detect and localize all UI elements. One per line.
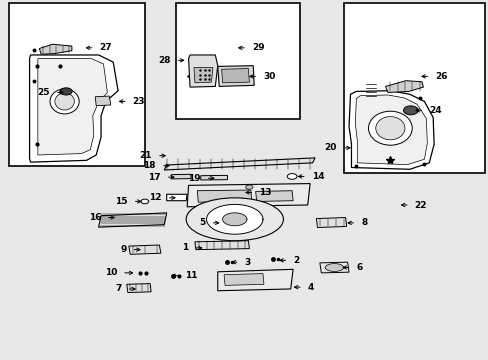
Polygon shape [38,59,107,155]
Polygon shape [217,66,254,86]
Ellipse shape [403,106,417,115]
Text: 1: 1 [182,243,188,252]
Text: 22: 22 [414,201,427,210]
Text: 11: 11 [185,271,197,280]
Polygon shape [126,284,151,293]
Polygon shape [224,274,264,285]
Text: 16: 16 [88,213,101,222]
Polygon shape [187,184,309,207]
Polygon shape [30,55,118,162]
Text: 24: 24 [428,106,441,115]
Text: 17: 17 [148,173,161,182]
Polygon shape [206,204,263,234]
Polygon shape [348,91,433,169]
Ellipse shape [375,117,404,140]
Text: 20: 20 [324,143,336,152]
Text: 25: 25 [38,88,50,97]
Text: 10: 10 [104,268,117,277]
Text: 5: 5 [199,219,205,228]
Ellipse shape [186,198,283,241]
Text: 6: 6 [356,263,362,272]
Text: 7: 7 [115,284,122,293]
Text: 28: 28 [158,56,170,65]
Text: 30: 30 [263,72,275,81]
Text: 18: 18 [143,161,156,170]
Ellipse shape [55,93,74,110]
Ellipse shape [325,264,343,271]
Ellipse shape [141,199,148,204]
Ellipse shape [50,89,79,114]
Ellipse shape [368,111,411,145]
Polygon shape [197,190,251,202]
Bar [344,3,484,173]
Polygon shape [188,55,217,87]
Text: 4: 4 [307,283,313,292]
Polygon shape [355,95,427,165]
Polygon shape [95,96,111,106]
Polygon shape [222,213,246,226]
Text: 26: 26 [434,72,447,81]
Ellipse shape [287,174,296,179]
Polygon shape [99,213,166,227]
Polygon shape [164,158,314,170]
Text: 29: 29 [251,43,264,52]
Text: 21: 21 [140,151,152,160]
Polygon shape [195,241,249,249]
Polygon shape [166,194,187,201]
Polygon shape [217,269,292,291]
Polygon shape [194,67,212,83]
Text: 13: 13 [259,188,271,197]
Text: 12: 12 [149,193,162,202]
Ellipse shape [245,185,252,189]
Text: 8: 8 [361,219,366,228]
Text: 14: 14 [311,172,324,181]
Text: 2: 2 [292,256,299,265]
Text: 23: 23 [132,97,145,106]
Ellipse shape [60,88,72,95]
Polygon shape [171,174,191,179]
Polygon shape [39,44,72,54]
Polygon shape [255,191,292,202]
Polygon shape [385,81,423,93]
Text: 3: 3 [244,258,250,267]
Polygon shape [221,68,249,83]
Polygon shape [128,245,161,254]
Polygon shape [319,262,348,273]
Text: 15: 15 [115,197,127,206]
Text: 9: 9 [120,245,126,254]
Polygon shape [316,217,346,228]
Text: 19: 19 [188,174,201,183]
Bar [176,3,300,119]
Text: 27: 27 [100,43,112,52]
Polygon shape [201,175,227,180]
Bar [9,3,144,166]
